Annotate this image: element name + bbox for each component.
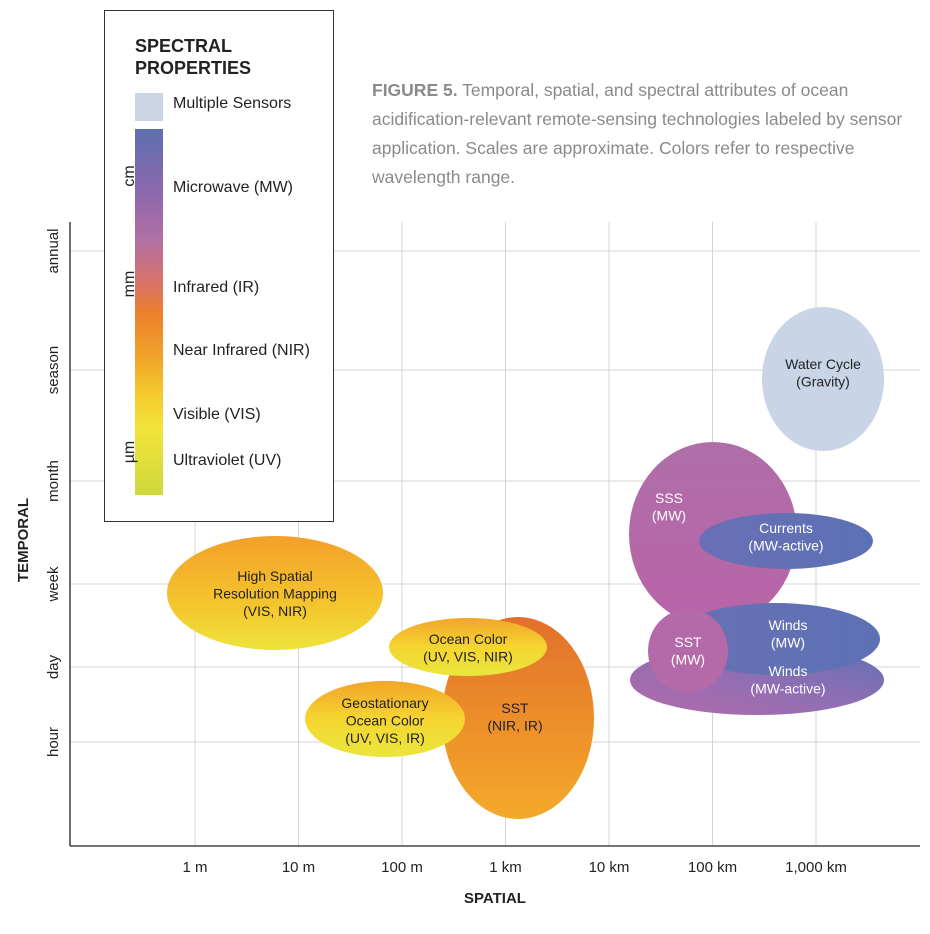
- legend-visible: Visible (VIS): [173, 406, 261, 423]
- legend-title: SPECTRAL PROPERTIES: [135, 36, 252, 78]
- label-winds-active: Winds (MW-active): [750, 663, 825, 697]
- legend-ultraviolet: Ultraviolet (UV): [173, 452, 282, 469]
- legend-microwave: Microwave (MW): [173, 179, 293, 196]
- legend-multiple-sensors: Multiple Sensors: [173, 95, 292, 112]
- ellipse-label-line: High Spatial: [237, 568, 313, 584]
- ellipse-label-line: SST: [674, 634, 702, 650]
- x-tick-label: 10 km: [589, 859, 630, 876]
- label-sss: SSS (MW): [652, 490, 686, 524]
- ellipse-label-line: Ocean Color: [346, 713, 425, 729]
- ellipse-label-line: (Gravity): [796, 374, 850, 390]
- label-ocean-color: Ocean Color (UV, VIS, NIR): [423, 631, 513, 665]
- ellipse-ocean-color: [389, 618, 547, 676]
- x-tick-label: 1 m: [182, 859, 207, 876]
- ellipse-label-line: (NIR, IR): [487, 718, 542, 734]
- label-currents: Currents (MW-active): [748, 520, 823, 554]
- x-tick-label: 1,000 km: [785, 859, 847, 876]
- x-tick-label: 1 km: [489, 859, 522, 876]
- ellipse-label-line: Geostationary: [341, 695, 428, 711]
- caption-text: Temporal, spatial, and spectral attribut…: [372, 80, 903, 187]
- ellipse-label-line: Winds: [769, 617, 808, 633]
- ellipse-label-line: (MW-active): [750, 681, 825, 697]
- y-tick-label: annual: [45, 228, 62, 273]
- ellipse-water-cycle: [762, 307, 884, 451]
- ellipse-label-line: (UV, VIS, NIR): [423, 649, 513, 665]
- ellipse-high-spatial: [167, 536, 383, 650]
- wavelength-gradient-bar: [135, 129, 163, 495]
- ellipse-currents: [699, 513, 873, 569]
- ellipse-label-line: (MW): [671, 652, 705, 668]
- y-tick-label: hour: [45, 727, 62, 757]
- label-water-cycle: Water Cycle (Gravity): [785, 356, 861, 390]
- ellipse-sst-mw: [648, 609, 728, 693]
- x-tick-labels: 1 m 10 m 100 m 1 km 10 km 100 km 1,000 km: [182, 859, 846, 876]
- y-tick-label: month: [45, 460, 62, 502]
- legend-box: SPECTRAL PROPERTIES Multiple Sensors cm …: [104, 10, 334, 522]
- ellipse-label-line: (MW-active): [748, 538, 823, 554]
- ellipse-label-line: Winds: [769, 663, 808, 679]
- ellipse-label-line: SSS: [655, 490, 683, 506]
- caption-label: FIGURE 5.: [372, 80, 458, 100]
- ellipse-geostationary: [305, 681, 465, 757]
- x-tick-label: 10 m: [282, 859, 315, 876]
- unit-um: µm: [121, 440, 138, 464]
- multiple-sensors-swatch: [135, 93, 163, 121]
- y-tick-label: week: [45, 566, 62, 603]
- ellipse-label-line: Ocean Color: [429, 631, 508, 647]
- ellipse-label-line: (UV, VIS, IR): [345, 730, 425, 746]
- y-tick-labels: hour day week month season annual: [45, 228, 62, 757]
- ellipse-label-line: (VIS, NIR): [243, 603, 307, 619]
- legend-near-infrared: Near Infrared (NIR): [173, 342, 310, 359]
- y-tick-label: day: [45, 654, 62, 679]
- ellipse-label-line: Water Cycle: [785, 356, 861, 372]
- figure-caption: FIGURE 5. Temporal, spatial, and spectra…: [372, 76, 912, 192]
- label-winds-mw: Winds (MW): [769, 617, 808, 651]
- label-geostationary: Geostationary Ocean Color (UV, VIS, IR): [341, 695, 428, 746]
- ellipse-label-line: (MW): [771, 635, 805, 651]
- legend-infrared: Infrared (IR): [173, 279, 260, 296]
- y-tick-label: season: [45, 346, 62, 394]
- ellipse-label-line: Currents: [759, 520, 813, 536]
- x-axis-title: SPATIAL: [464, 890, 526, 907]
- y-axis-title: TEMPORAL: [15, 498, 32, 582]
- unit-mm: mm: [121, 270, 138, 298]
- label-sst-ir: SST (NIR, IR): [487, 700, 542, 734]
- x-tick-label: 100 km: [688, 859, 737, 876]
- ellipse-label-line: (MW): [652, 508, 686, 524]
- label-sst-mw: SST (MW): [671, 634, 705, 668]
- label-high-spatial: High Spatial Resolution Mapping (VIS, NIR): [213, 568, 337, 619]
- unit-cm: cm: [121, 165, 138, 187]
- ellipse-label-line: SST: [501, 700, 529, 716]
- ellipse-label-line: Resolution Mapping: [213, 586, 337, 602]
- x-tick-label: 100 m: [381, 859, 423, 876]
